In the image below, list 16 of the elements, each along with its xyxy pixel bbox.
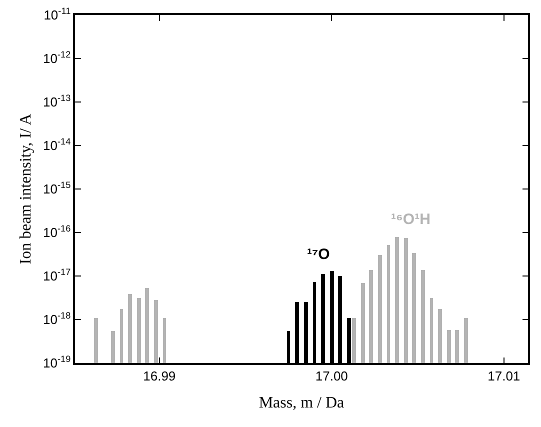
x-tick-label: 17.01 [488,368,520,384]
y-tick-label: 10$^{-17}$ [43,267,71,284]
series-label: ¹⁷O [307,246,330,263]
y-axis-title: Ion beam intensity, I/ A [17,113,34,264]
y-tick-label: 10$^{-19}$ [43,354,71,371]
y-tick-label: 10$^{-12}$ [43,50,71,66]
y-tick-label: 10$^{-13}$ [43,93,71,110]
y-tick-label: 10$^{-18}$ [43,310,71,328]
x-axis-title: Mass, m / Da [258,394,344,412]
x-tick-label: 17.00 [315,368,348,384]
x-tick-label: 16.99 [143,368,176,384]
series-label: ¹⁶O¹H [391,211,430,228]
y-tick-label: 10$^{-15}$ [43,180,71,197]
y-tick-label: 10$^{-14}$ [43,136,71,154]
y-tick-label: 10$^{-16}$ [43,224,71,240]
y-tick-label: 10$^{-11}$ [44,6,71,23]
